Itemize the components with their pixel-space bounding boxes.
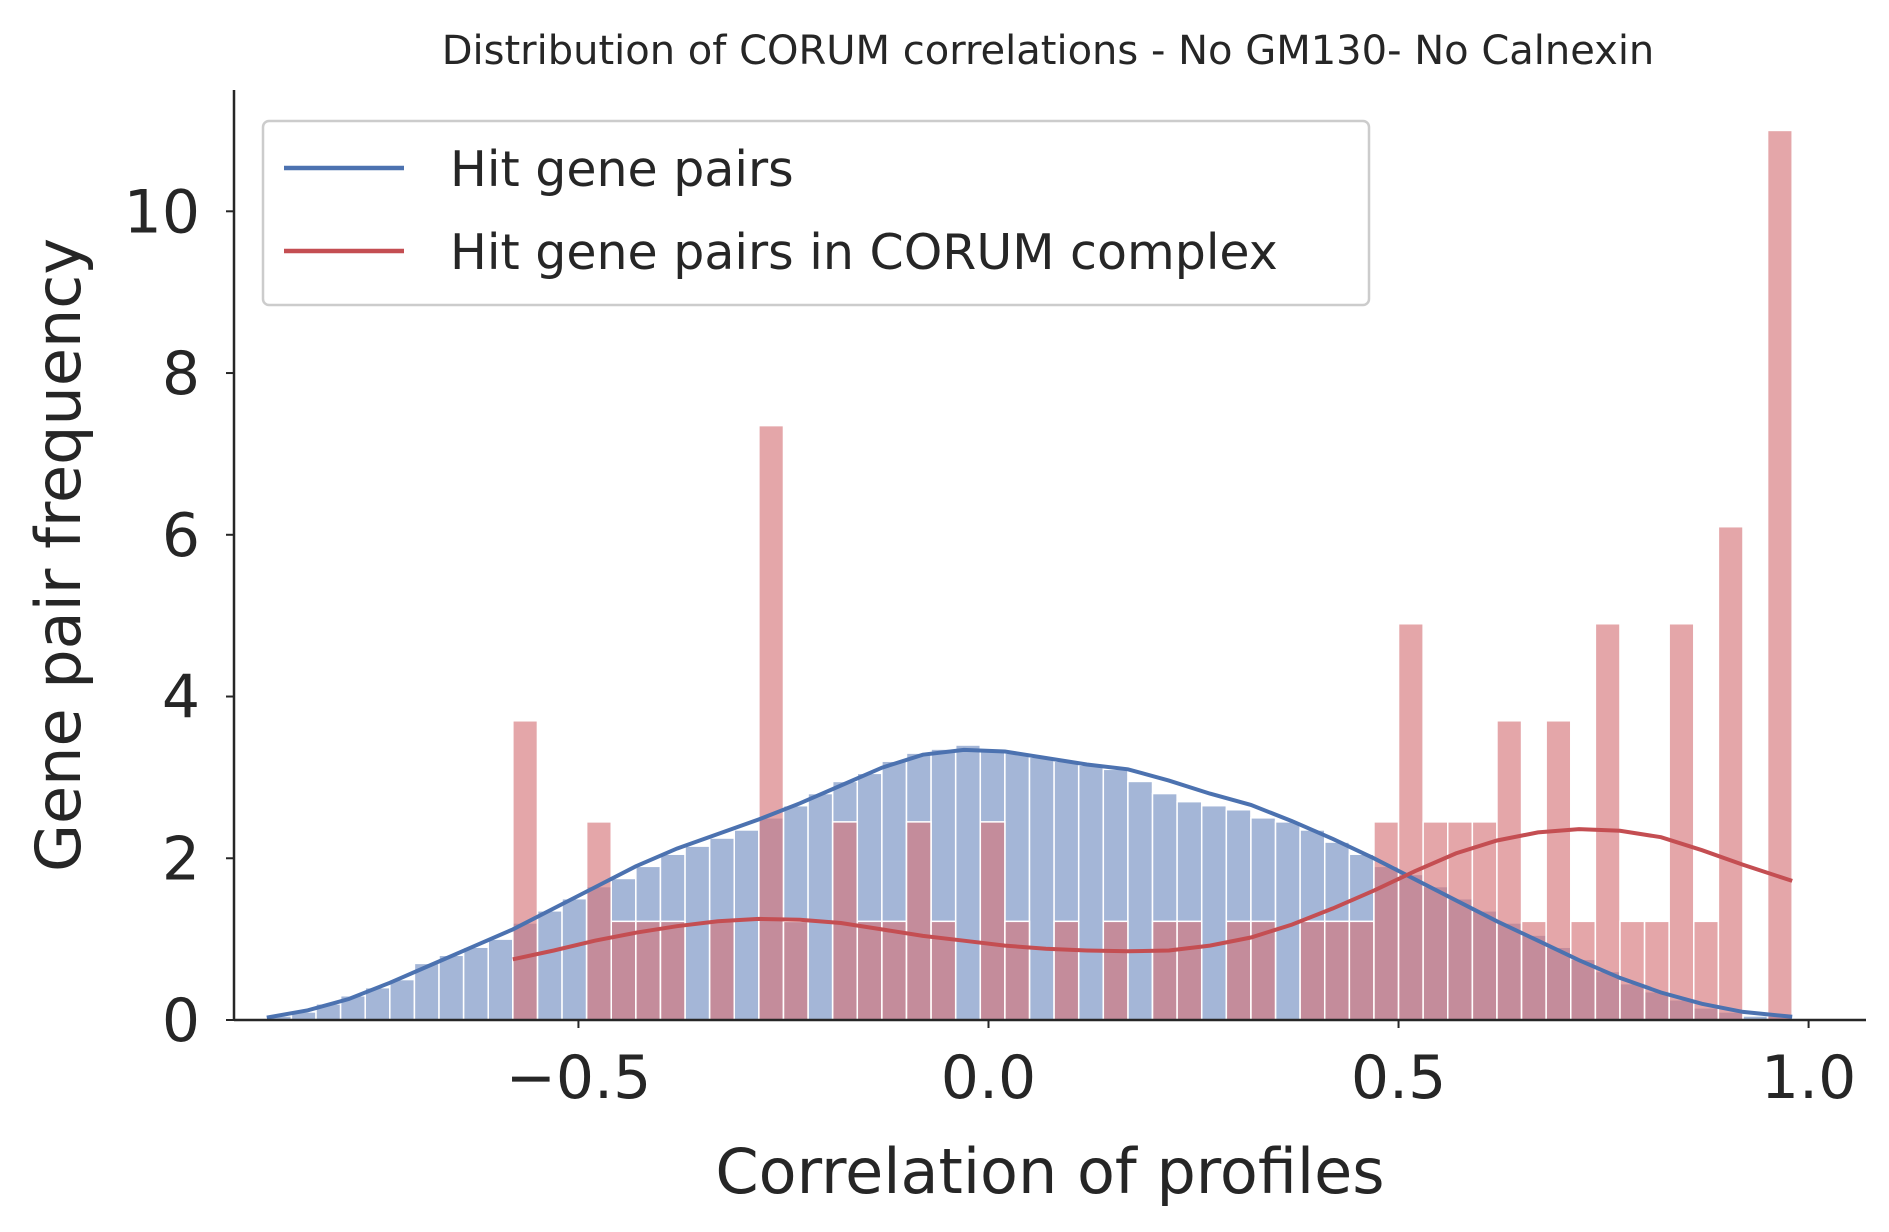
- corum-bar: [1323, 920, 1351, 1021]
- x-axis-label: Correlation of profiles: [715, 1135, 1384, 1208]
- y-tick-label: 4: [162, 663, 200, 733]
- hit-gene-pairs-bar: [807, 792, 834, 1021]
- corum-bar: [1766, 129, 1793, 1021]
- corum-bar: [1151, 920, 1178, 1021]
- corum-bar: [1643, 920, 1670, 1021]
- corum-bar: [1594, 622, 1621, 1021]
- corum-bar: [1373, 821, 1400, 1021]
- corum-bar: [1397, 622, 1424, 1021]
- corum-kde-line: [512, 827, 1793, 962]
- hit-gene-pairs-bar: [684, 845, 711, 1021]
- corum-bar: [512, 720, 539, 1021]
- legend-label-hit-gene-pairs: Hit gene pairs: [450, 141, 794, 198]
- y-tick-label: 8: [162, 339, 200, 409]
- corum-bar: [979, 821, 1006, 1021]
- y-tick-label: 2: [162, 824, 200, 894]
- y-axis-label: Gene pair frequency: [22, 238, 95, 872]
- corum-bar: [635, 920, 662, 1021]
- hit-gene-pairs-bar: [364, 986, 391, 1021]
- x-tick-label: 1.0: [1761, 1043, 1856, 1113]
- corum-bars: [512, 129, 1793, 1021]
- y-tick-label: 0: [162, 986, 200, 1056]
- corum-bar: [1668, 622, 1695, 1021]
- chart-title: Distribution of CORUM correlations - No …: [442, 28, 1655, 74]
- corum-bar: [881, 920, 908, 1021]
- corum-bar: [1102, 920, 1129, 1021]
- hit-gene-pairs-bar: [561, 897, 588, 1021]
- x-tick-label: 0.5: [1351, 1043, 1446, 1113]
- corum-bar: [1545, 720, 1572, 1021]
- corum-bar: [1619, 920, 1646, 1021]
- corum-bar: [659, 920, 686, 1021]
- corum-bar: [905, 821, 932, 1021]
- hit-gene-pairs-bar: [462, 946, 489, 1021]
- hit-gene-pairs-bar: [1200, 804, 1228, 1021]
- corum-bar: [1496, 720, 1523, 1021]
- hit-gene-pairs-bar: [1127, 780, 1154, 1021]
- corum-bar: [782, 920, 809, 1021]
- legend-box: [261, 119, 1371, 307]
- hit-gene-pairs-kde-line: [266, 747, 1793, 1020]
- x-tick-label: −0.5: [506, 1043, 652, 1113]
- corum-bar: [1299, 920, 1326, 1021]
- hit-gene-pairs-bar: [487, 938, 514, 1021]
- legend: Hit gene pairs Hit gene pairs in CORUM c…: [261, 119, 1371, 307]
- corum-bar: [1422, 821, 1449, 1021]
- hit-gene-pairs-bar: [733, 829, 760, 1021]
- y-ticks: 0 2 4 6 8 10: [124, 177, 234, 1056]
- legend-label-corum: Hit gene pairs in CORUM complex: [450, 224, 1278, 281]
- corum-bar: [585, 821, 612, 1021]
- hit-gene-pairs-bar: [536, 910, 563, 1021]
- corum-bar: [708, 920, 736, 1021]
- corum-bar: [1176, 920, 1203, 1021]
- x-tick-label: 0.0: [941, 1043, 1036, 1113]
- corum-bar: [1570, 920, 1597, 1021]
- hit-gene-pairs-bar: [1077, 764, 1105, 1021]
- hit-gene-pairs-bar: [389, 978, 416, 1021]
- corum-bar: [1348, 920, 1375, 1021]
- corum-bar: [1053, 920, 1080, 1021]
- x-ticks: −0.5 0.0 0.5 1.0: [506, 1020, 1856, 1113]
- corum-bar: [758, 424, 785, 1021]
- corum-bar: [1004, 920, 1031, 1021]
- corum-bar: [1717, 525, 1744, 1021]
- y-tick-label: 6: [162, 501, 200, 571]
- hit-gene-pairs-bar: [438, 954, 465, 1021]
- corum-bar: [1225, 920, 1252, 1021]
- y-tick-label: 10: [124, 177, 200, 247]
- corum-bar: [856, 920, 883, 1021]
- hit-gene-pairs-bar: [954, 744, 982, 1021]
- hit-gene-pairs-bar: [1028, 756, 1055, 1021]
